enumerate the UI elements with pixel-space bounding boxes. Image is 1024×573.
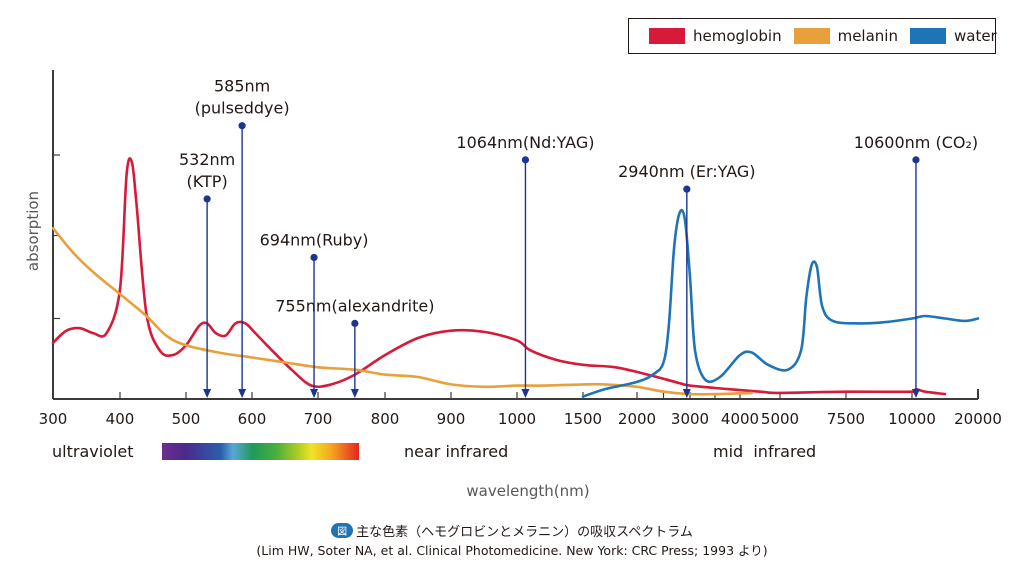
laser-arrowhead (310, 389, 319, 398)
curves (51, 157, 980, 398)
legend-label: melanin (837, 27, 898, 45)
laser-label: 10600nm (CO₂) (854, 133, 978, 152)
legend-swatch-water (909, 28, 946, 44)
legend-item-water: water (909, 27, 997, 45)
laser-marker-532: 532nm (KTP) (179, 150, 235, 398)
legend-swatch-melanin (793, 28, 830, 44)
x-tick-label: 400 (106, 410, 135, 428)
laser-arrowhead (911, 389, 920, 398)
x-tick-label: 1500 (564, 410, 602, 428)
figure-title: 主な色素（ヘモグロビンとメラニン）の吸収スペクトラム (356, 525, 693, 540)
x-tick-label: 800 (371, 410, 400, 428)
x-tick-label: 2000 (618, 410, 656, 428)
x-tick-label: 1000 (498, 410, 536, 428)
laser-marker-2940: 2940nm (Er:YAG) (618, 162, 756, 398)
laser-marker-1064: 1064nm(Nd:YAG) (456, 133, 594, 398)
laser-arrowhead (521, 389, 530, 398)
x-tick-labels: 300 400 500 600 700 800 900 1000 1500 2000 3000 400… (39, 410, 1002, 428)
x-tick-label: 500 (172, 410, 201, 428)
legend: hemoglobin melanin water (628, 18, 997, 54)
visible-spectrum-bar (162, 443, 359, 460)
y-axis-label: absorption (24, 190, 42, 272)
laser-label: 1064nm(Nd:YAG) (456, 133, 594, 152)
legend-label: water (953, 27, 997, 45)
laser-arrowhead (682, 389, 691, 398)
laser-dot (351, 319, 359, 327)
laser-arrowhead (203, 389, 212, 398)
figure-source: (Lim HW, Soter NA, et al. Clinical Photo… (256, 543, 768, 558)
laser-marker-694: 694nm(Ruby) (260, 230, 369, 398)
laser-dot (683, 185, 691, 193)
laser-markers: 532nm (KTP) 585nm (pulseddye) 694nm(Ruby) 755… (179, 77, 978, 398)
x-tick-label: 20000 (954, 410, 1002, 428)
x-tick-label: 300 (39, 410, 68, 428)
laser-dot (521, 156, 530, 164)
legend-label: hemoglobin (693, 27, 782, 45)
x-tick-label: 3000 (671, 410, 709, 428)
laser-dot (912, 156, 920, 164)
series-line-water (581, 208, 980, 398)
laser-marker-10600: 10600nm (CO₂) (854, 133, 978, 398)
laser-marker-585: 585nm (pulseddye) (195, 77, 290, 398)
laser-label: (pulseddye) (195, 99, 290, 118)
laser-label: 532nm (179, 150, 235, 169)
x-axis-label: wavelength(nm) (466, 482, 590, 500)
legend-item-hemoglobin: hemoglobin (649, 27, 782, 45)
x-tick-label: 600 (238, 410, 267, 428)
laser-label: 694nm(Ruby) (260, 230, 369, 249)
laser-arrowhead (238, 389, 247, 398)
series-line-hemoglobin (51, 157, 947, 396)
laser-arrowhead (350, 389, 359, 398)
laser-label: 2940nm (Er:YAG) (618, 162, 755, 181)
laser-dot (238, 122, 246, 130)
figure-caption: 図主な色素（ヘモグロビンとメラニン）の吸収スペクトラム (0, 521, 1024, 540)
axes (52, 70, 979, 400)
x-tick-label: 4000 (721, 410, 759, 428)
x-tick-label: 900 (437, 410, 466, 428)
laser-dot (310, 253, 318, 262)
laser-dot (203, 195, 211, 203)
x-tick-label: 700 (304, 410, 333, 428)
legend-swatch-hemoglobin (649, 28, 685, 44)
laser-marker-755: 755nm(alexandrite) (275, 296, 434, 398)
x-tick-label: 5000 (761, 410, 799, 428)
laser-label: 755nm(alexandrite) (275, 296, 434, 315)
figure-badge: 図 (331, 523, 354, 538)
series-line-melanin (51, 226, 754, 396)
x-tick-label: 10000 (888, 410, 936, 428)
band-label-near-infrared: near infrared (404, 442, 509, 461)
band-label-mid-infrared: mid infrared (713, 442, 817, 461)
x-tick-label: 7500 (827, 410, 865, 428)
legend-item-melanin: melanin (793, 27, 898, 45)
laser-label: 585nm (214, 77, 270, 96)
laser-label: (KTP) (187, 172, 228, 191)
band-label-ultraviolet: ultraviolet (52, 442, 134, 461)
